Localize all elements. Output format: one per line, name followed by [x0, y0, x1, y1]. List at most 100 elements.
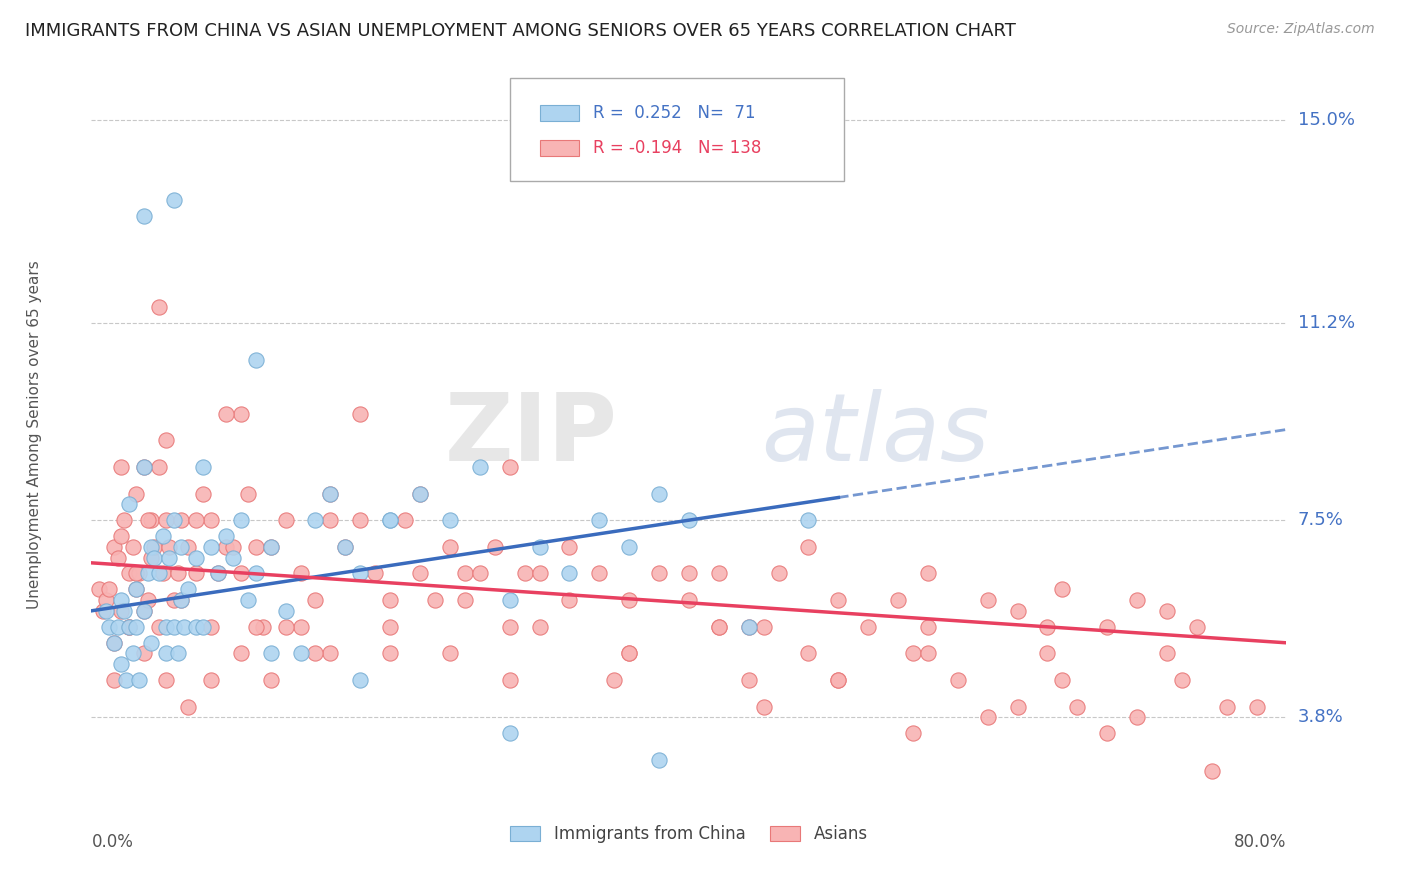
Point: [588, 513, 610, 527]
Point: [274, 513, 297, 527]
Text: Source: ZipAtlas.com: Source: ZipAtlas.com: [1227, 22, 1375, 37]
Point: [222, 550, 245, 565]
Point: [128, 566, 150, 581]
Point: [498, 593, 520, 607]
Point: [349, 407, 371, 421]
Point: [304, 513, 326, 527]
Point: [98, 582, 121, 597]
Point: [468, 459, 491, 474]
Point: [917, 647, 939, 661]
Point: [454, 566, 477, 581]
Point: [238, 593, 260, 607]
Point: [737, 620, 759, 634]
Point: [484, 540, 506, 554]
Point: [107, 550, 129, 565]
Point: [110, 459, 132, 474]
Point: [103, 540, 125, 554]
Point: [1036, 647, 1059, 661]
Point: [118, 497, 141, 511]
Point: [468, 566, 491, 581]
Point: [1156, 647, 1178, 661]
Point: [125, 620, 148, 634]
Point: [229, 407, 252, 421]
Point: [1007, 604, 1029, 618]
Point: [364, 566, 387, 581]
Point: [319, 513, 342, 527]
Point: [737, 620, 759, 634]
Text: 11.2%: 11.2%: [1298, 314, 1355, 332]
Point: [207, 566, 229, 581]
Point: [118, 620, 141, 634]
Text: 7.5%: 7.5%: [1298, 511, 1344, 529]
Point: [215, 529, 238, 543]
Point: [245, 566, 267, 581]
Point: [1126, 593, 1149, 607]
Point: [619, 647, 641, 661]
Point: [141, 513, 162, 527]
Point: [245, 540, 267, 554]
Point: [498, 620, 520, 634]
Point: [193, 486, 215, 500]
Point: [439, 513, 461, 527]
Point: [707, 566, 730, 581]
Point: [207, 566, 229, 581]
Point: [648, 486, 671, 500]
Text: ZIP: ZIP: [444, 389, 617, 481]
Point: [335, 540, 357, 554]
Point: [125, 566, 148, 581]
Point: [304, 593, 326, 607]
Point: [335, 540, 357, 554]
Text: atlas: atlas: [761, 389, 988, 481]
Point: [498, 459, 520, 474]
Point: [148, 620, 170, 634]
Point: [110, 604, 132, 618]
Point: [193, 459, 215, 474]
Point: [1215, 699, 1237, 714]
Point: [200, 513, 222, 527]
Point: [245, 353, 267, 368]
Point: [167, 566, 190, 581]
Point: [619, 540, 641, 554]
Point: [1246, 699, 1268, 714]
Point: [619, 593, 641, 607]
Point: [1171, 673, 1194, 687]
Point: [229, 566, 252, 581]
Point: [148, 566, 170, 581]
Point: [152, 529, 174, 543]
Point: [87, 582, 110, 597]
Point: [238, 486, 260, 500]
Point: [177, 540, 200, 554]
Point: [1097, 620, 1119, 634]
Point: [319, 486, 342, 500]
Point: [110, 657, 132, 672]
Point: [170, 593, 193, 607]
Point: [529, 566, 551, 581]
Point: [678, 566, 700, 581]
Point: [513, 566, 536, 581]
Point: [177, 582, 200, 597]
Point: [215, 407, 238, 421]
Point: [110, 529, 132, 543]
Point: [184, 550, 207, 565]
Point: [107, 620, 129, 634]
Point: [409, 566, 432, 581]
Point: [423, 593, 446, 607]
Point: [707, 620, 730, 634]
Point: [118, 620, 141, 634]
Point: [162, 193, 184, 207]
Point: [378, 620, 402, 634]
Point: [132, 647, 155, 661]
Point: [170, 513, 193, 527]
Point: [319, 486, 342, 500]
Point: [125, 582, 148, 597]
Point: [498, 726, 520, 740]
Point: [454, 593, 477, 607]
Point: [588, 566, 610, 581]
Point: [274, 620, 297, 634]
Point: [103, 673, 125, 687]
Text: 3.8%: 3.8%: [1298, 708, 1343, 726]
Point: [103, 636, 125, 650]
Point: [125, 486, 148, 500]
FancyBboxPatch shape: [509, 78, 844, 181]
Point: [157, 550, 180, 565]
